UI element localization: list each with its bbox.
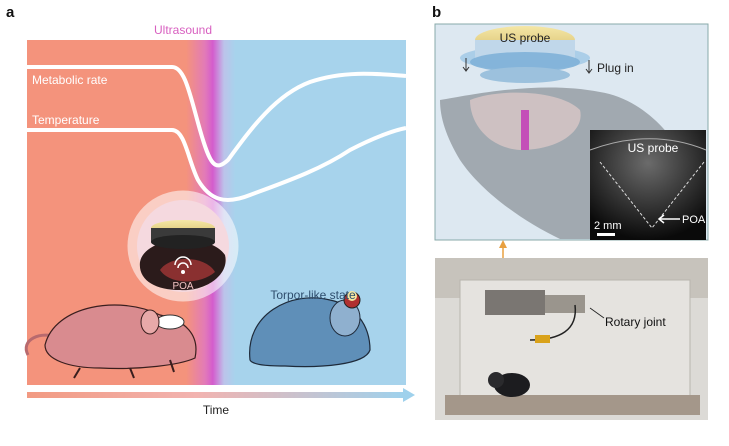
scale-bar xyxy=(597,233,615,236)
plug-in-label: Plug in xyxy=(597,61,634,75)
poa-arrow xyxy=(657,214,680,224)
time-arrow-head xyxy=(403,388,415,402)
ultrasound-label: Ultrasound xyxy=(154,23,212,37)
inset-poa-label: POA xyxy=(682,214,706,226)
us-probe-label: US probe xyxy=(500,31,551,45)
time-label: Time xyxy=(203,403,230,417)
beam-outline xyxy=(599,161,705,229)
poa-label-a: POA xyxy=(172,281,193,292)
panel-a-letter: a xyxy=(6,4,15,21)
torpor-mouse-illustration xyxy=(249,291,371,368)
metabolic-rate-curve xyxy=(27,65,407,168)
rotary-joint-label: Rotary joint xyxy=(605,315,666,329)
active-mouse-illustration xyxy=(24,304,197,379)
rotary-joint-pointer xyxy=(589,307,605,319)
inset-us-probe-label: US probe xyxy=(628,141,679,155)
panel-b-letter: b xyxy=(432,4,441,21)
metabolic-rate-label: Metabolic rate xyxy=(32,73,108,87)
plug-in-arrows xyxy=(462,58,593,74)
implant-illustration xyxy=(127,190,239,302)
ultrasound-image-inset xyxy=(590,130,706,240)
torpor-label: Torpor-like state xyxy=(270,288,356,302)
temperature-label: Temperature xyxy=(32,113,100,127)
temperature-curve xyxy=(27,126,407,202)
connector-arrowhead xyxy=(499,240,507,248)
us-probe-illustration xyxy=(460,26,590,83)
scale-bar-label: 2 mm xyxy=(594,220,622,232)
cage-photo xyxy=(435,258,708,420)
time-arrow xyxy=(27,392,403,398)
